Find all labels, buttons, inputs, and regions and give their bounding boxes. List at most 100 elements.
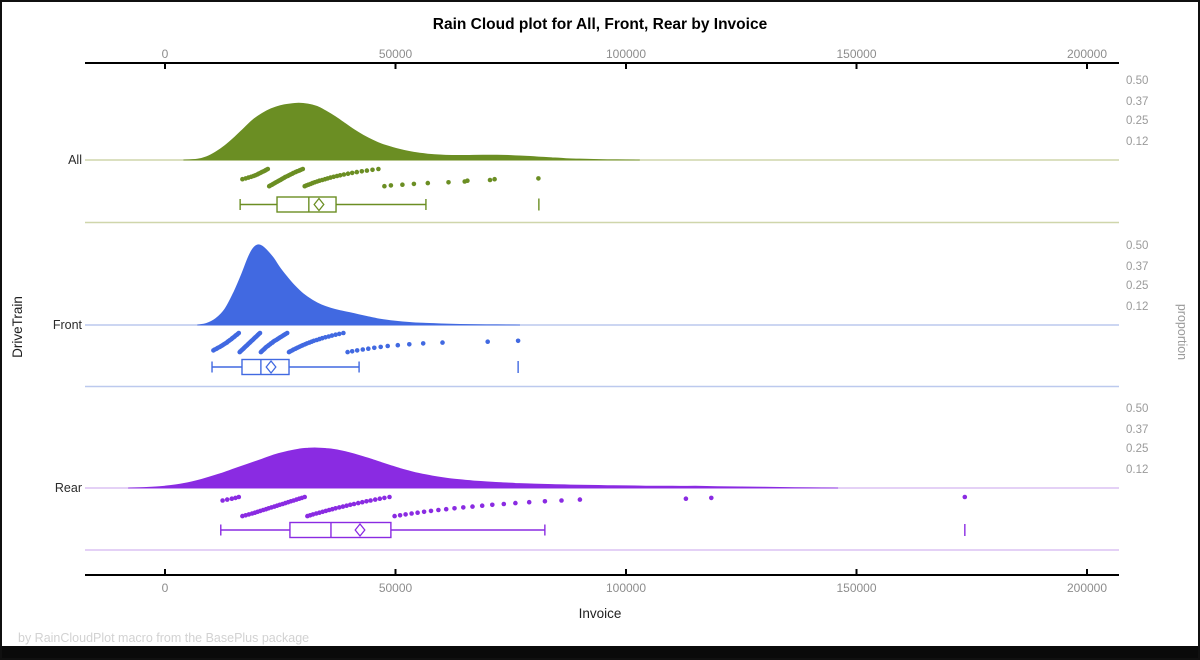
- y-axis-label: DriveTrain: [10, 296, 25, 358]
- rain-point: [559, 498, 564, 503]
- rain-point: [382, 183, 387, 189]
- rain-point: [501, 501, 507, 507]
- rain-point: [349, 349, 355, 354]
- mean-diamond: [354, 522, 366, 538]
- box-iqr: [289, 521, 392, 539]
- rain-point: [368, 498, 373, 503]
- rain-point: [341, 172, 347, 177]
- rain-point: [542, 499, 548, 504]
- rain-point: [236, 330, 242, 336]
- x-axis-top-tick-label: 150000: [836, 47, 876, 61]
- rain-point: [403, 512, 408, 517]
- rain-point: [284, 330, 290, 336]
- rain-point: [340, 504, 346, 509]
- rain-point: [683, 496, 689, 502]
- raincloud-chart: Rain Cloud plot for All, Front, Rear by …: [10, 16, 1189, 645]
- boxplot-rear: [220, 521, 966, 539]
- rain-point: [300, 166, 306, 172]
- rain-points-all: [240, 166, 541, 189]
- rain-point: [428, 508, 434, 514]
- mean-diamond: [313, 197, 325, 212]
- rain-point: [446, 180, 451, 185]
- bottom-bar: [2, 646, 1198, 658]
- rain-point: [962, 494, 968, 500]
- rain-point: [513, 500, 518, 506]
- rain-points-front: [211, 330, 521, 355]
- rain-point: [577, 497, 583, 502]
- density-curve-all: [183, 102, 640, 161]
- rain-point: [370, 167, 375, 173]
- footer-note: by RainCloudPlot macro from the BasePlus…: [18, 631, 309, 645]
- category-label-front: Front: [53, 318, 83, 332]
- x-axis-bottom-tick-label: 150000: [836, 581, 876, 595]
- density-curve-rear: [128, 447, 839, 489]
- rain-point: [388, 183, 394, 188]
- proportion-tick-label: 0.50: [1126, 403, 1148, 415]
- rain-point: [378, 344, 384, 350]
- rain-point: [421, 509, 427, 515]
- rain-point: [407, 342, 412, 347]
- proportion-tick-label: 0.50: [1126, 240, 1148, 252]
- rain-point: [415, 510, 420, 515]
- rain-point: [515, 338, 521, 344]
- proportion-tick-label: 0.50: [1126, 75, 1148, 87]
- panel-rear: 0.50 0.37 0.25 0.12 Rear: [55, 403, 1148, 551]
- category-label-all: All: [68, 153, 82, 167]
- right-axis-label: proportion: [1175, 304, 1189, 360]
- rain-point: [492, 176, 497, 182]
- rain-point: [257, 330, 263, 336]
- rain-point: [485, 339, 491, 345]
- rain-point: [359, 169, 365, 174]
- rain-point: [364, 168, 370, 173]
- rain-point: [345, 171, 351, 176]
- proportion-tick-label: 0.25: [1126, 280, 1148, 292]
- rain-point: [229, 496, 235, 502]
- chart-title: Rain Cloud plot for All, Front, Rear by …: [433, 16, 768, 33]
- rain-point: [400, 182, 405, 187]
- rain-point: [377, 496, 383, 502]
- rain-point: [409, 511, 414, 516]
- x-axis-top-tick-label: 0: [162, 47, 169, 61]
- rain-point: [354, 169, 360, 175]
- rain-point: [345, 349, 350, 355]
- proportion-tick-label: 0.12: [1126, 301, 1148, 313]
- rain-point: [366, 346, 371, 352]
- x-axis-bottom-tick-label: 50000: [379, 581, 413, 595]
- rain-point: [360, 347, 366, 352]
- proportion-tick-label: 0.37: [1126, 261, 1148, 273]
- rain-point: [376, 166, 381, 172]
- proportion-tick-label: 0.25: [1126, 115, 1148, 127]
- proportion-tick-label: 0.37: [1126, 424, 1148, 436]
- rain-point: [220, 498, 225, 503]
- rain-point: [364, 499, 369, 504]
- boxplot-all: [239, 196, 540, 213]
- rain-point: [337, 331, 342, 337]
- rain-point: [372, 497, 378, 502]
- rain-point: [385, 343, 391, 349]
- proportion-tick-label: 0.25: [1126, 443, 1148, 455]
- rain-point: [351, 501, 357, 507]
- rain-point: [344, 503, 349, 509]
- rain-point: [265, 166, 271, 172]
- proportion-tick-label: 0.37: [1126, 96, 1148, 108]
- x-axis-top-tick-label: 100000: [606, 47, 646, 61]
- rain-point: [470, 504, 475, 509]
- rain-point: [461, 505, 466, 510]
- x-axis-top-tick-label: 200000: [1067, 47, 1107, 61]
- x-axis-bottom-tick-label: 100000: [606, 581, 646, 595]
- rain-point: [709, 495, 714, 501]
- rain-point: [490, 502, 495, 508]
- rain-point: [329, 333, 335, 338]
- rain-point: [355, 500, 361, 506]
- rain-point: [411, 181, 417, 187]
- rain-point: [333, 506, 338, 511]
- rain-point: [465, 178, 470, 183]
- rain-point: [479, 503, 485, 509]
- rain-point: [392, 513, 397, 519]
- rain-point: [333, 332, 338, 338]
- rain-point: [395, 342, 401, 348]
- proportion-tick-label: 0.12: [1126, 136, 1148, 148]
- plot-layer: 0 50000 100000 150000 200000 0 50000 100000 1500…: [53, 47, 1149, 595]
- rain-point: [387, 494, 392, 500]
